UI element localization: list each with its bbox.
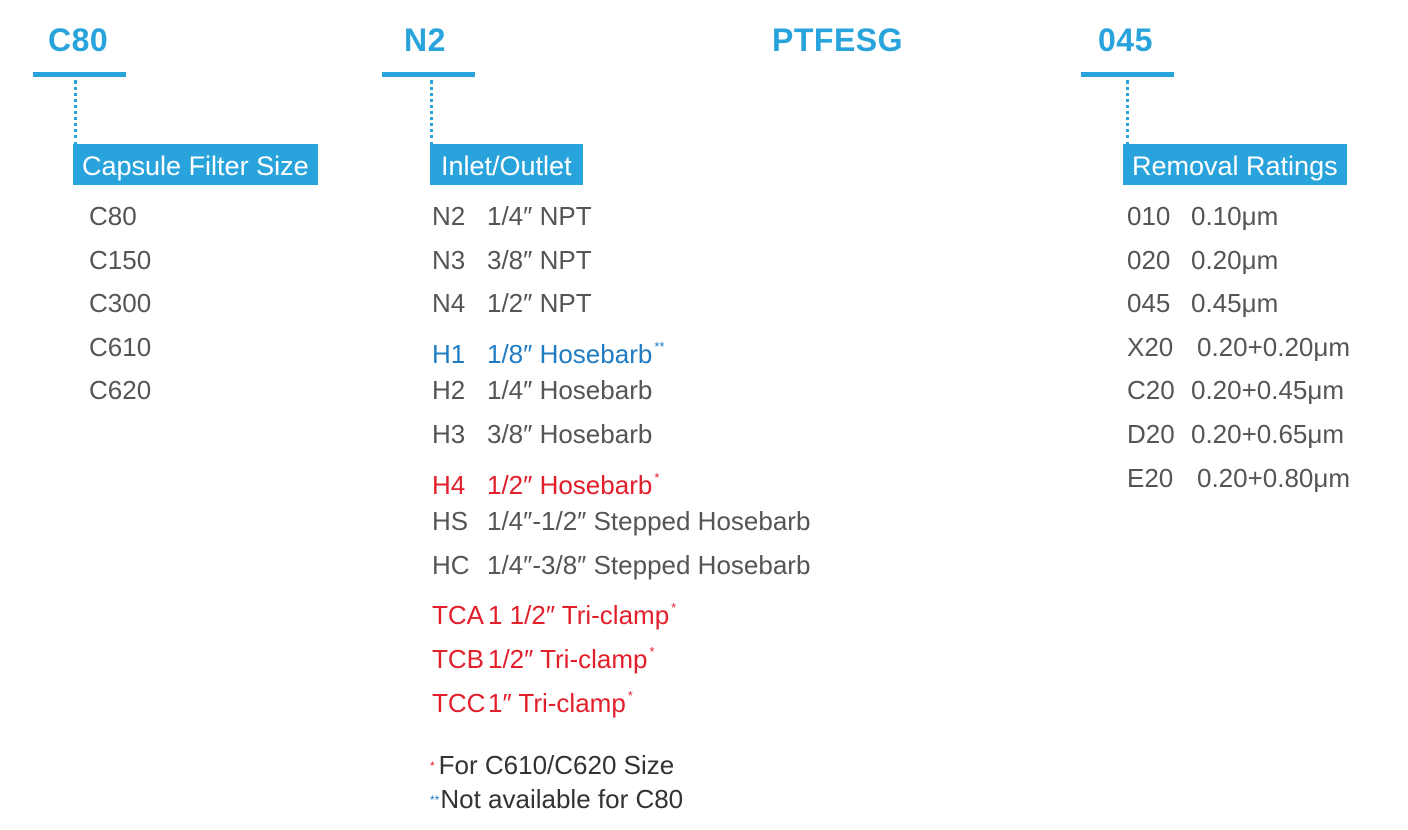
connection-item: HS 1/4″-1/2″ Stepped Hosebarb <box>432 501 810 545</box>
connection-code: H2 <box>432 375 466 406</box>
connection-desc: 1/4″-3/8″ Stepped Hosebarb <box>487 549 811 580</box>
underline-inlet <box>382 72 475 77</box>
connection-desc: 1/4″ NPT <box>487 201 592 231</box>
connection-item: H4 1/2″ Hosebarb * <box>432 458 810 502</box>
connection-desc: 1 1/2″ Tri-clamp <box>488 600 670 631</box>
connection-item: H2 1/4″ Hosebarb <box>432 370 810 414</box>
connection-code: N3 <box>432 244 466 275</box>
connection-item: TCB 1/2″ Tri-clamp * <box>432 632 810 676</box>
connection-code: N2 <box>432 201 466 231</box>
connection-desc: 1/4″-1/2″ Stepped Hosebarb <box>487 506 811 537</box>
connection-code: TCA <box>432 600 484 631</box>
size-item: C80 <box>89 201 137 231</box>
rating-value: 0.20+0.80μm <box>1197 462 1351 493</box>
rating-value: 0.10μm <box>1191 201 1279 231</box>
connection-code: TCB <box>432 643 484 674</box>
underline-rating <box>1081 72 1174 77</box>
size-list: C80 C150 C300 C610 C620 <box>89 196 151 414</box>
footnote-mark: ** <box>430 793 440 807</box>
rating-value: 0.45μm <box>1191 288 1279 319</box>
rating-value: 0.20+0.20μm <box>1197 331 1351 362</box>
connection-desc: 1/2″ NPT <box>487 288 592 319</box>
connector-rating <box>1126 80 1129 146</box>
connection-item: H1 1/8″ Hosebarb ** <box>432 327 810 371</box>
connection-code: H1 <box>432 338 466 369</box>
rating-code: D20 <box>1127 418 1175 449</box>
connection-item: N2 1/4″ NPT <box>432 196 810 240</box>
connector-size <box>74 80 77 146</box>
connection-code: HC <box>432 549 470 580</box>
connection-mark: * <box>654 469 660 485</box>
connection-desc: 1/4″ Hosebarb <box>487 375 653 406</box>
rating-item: C20 0.20+0.45μm <box>1127 370 1350 414</box>
footnote-single-star: * For C610/C620 Size <box>430 748 683 782</box>
connection-mark: ** <box>654 338 665 354</box>
connection-desc: 1/2″ Tri-clamp <box>488 643 648 674</box>
underline-size <box>33 72 126 77</box>
connection-item: H3 3/8″ Hosebarb <box>432 414 810 458</box>
rating-code: C20 <box>1127 375 1175 406</box>
connection-code: TCC <box>432 687 486 718</box>
tag-removal-ratings: Removal Ratings <box>1123 144 1347 185</box>
rating-list: 010 0.10μm 020 0.20μm 045 0.45μm X20 0.20+0.20μ… <box>1127 196 1350 501</box>
connection-mark: * <box>627 687 633 703</box>
code-inlet: N2 <box>404 22 446 58</box>
connection-item: HC 1/4″-3/8″ Stepped Hosebarb <box>432 545 810 589</box>
connection-mark: * <box>649 643 655 659</box>
code-rating: 045 <box>1098 22 1153 58</box>
size-item: C620 <box>89 375 152 406</box>
connector-inlet <box>430 80 433 146</box>
rating-value: 0.20μm <box>1191 244 1279 275</box>
footnote-mark: * <box>430 759 435 773</box>
connection-mark: * <box>671 600 677 616</box>
tag-capsule-filter-size: Capsule Filter Size <box>73 144 318 185</box>
rating-item: E20 0.20+0.80μm <box>1127 458 1350 502</box>
footnote-text: Not available for C80 <box>440 784 684 814</box>
code-size: C80 <box>48 22 109 58</box>
rating-value: 0.20+0.45μm <box>1191 375 1345 406</box>
rating-code: 010 <box>1127 201 1171 231</box>
code-membrane: PTFESG <box>772 22 904 58</box>
rating-item: D20 0.20+0.65μm <box>1127 414 1350 458</box>
connection-desc: 3/8″ NPT <box>487 244 592 275</box>
size-item: C150 <box>89 244 152 275</box>
rating-code: X20 <box>1127 331 1174 362</box>
connection-code: HS <box>432 506 469 537</box>
connection-desc: 1/8″ Hosebarb <box>487 338 653 369</box>
rating-item: 020 0.20μm <box>1127 240 1350 284</box>
rating-item: 010 0.10μm <box>1127 196 1350 240</box>
connection-code: H3 <box>432 418 466 449</box>
size-item: C300 <box>89 288 152 319</box>
connection-desc: 1″ Tri-clamp <box>488 687 626 718</box>
footnotes: * For C610/C620 Size **Not available for … <box>430 748 683 816</box>
rating-item: 045 0.45μm <box>1127 283 1350 327</box>
connection-code: N4 <box>432 288 466 319</box>
connection-item: TCA 1 1/2″ Tri-clamp * <box>432 588 810 632</box>
connection-item: N4 1/2″ NPT <box>432 283 810 327</box>
rating-code: 020 <box>1127 244 1171 275</box>
connection-desc: 3/8″ Hosebarb <box>487 418 653 449</box>
connection-item: TCC1″ Tri-clamp * <box>432 676 810 720</box>
size-item: C610 <box>89 331 152 362</box>
rating-item: X20 0.20+0.20μm <box>1127 327 1350 371</box>
footnote-double-star: **Not available for C80 <box>430 782 683 816</box>
footnote-text: For C610/C620 Size <box>438 750 675 780</box>
rating-code: E20 <box>1127 462 1174 493</box>
rating-code: 045 <box>1127 288 1171 319</box>
tag-inlet-outlet: Inlet/Outlet <box>430 144 583 185</box>
connection-code: H4 <box>432 469 466 500</box>
connection-desc: 1/2″ Hosebarb <box>487 469 653 500</box>
rating-value: 0.20+0.65μm <box>1191 418 1345 449</box>
connection-list: N2 1/4″ NPT N3 3/8″ NPT N4 1/2″ NPT H1 1/8″ Hos… <box>432 196 810 719</box>
connection-item: N3 3/8″ NPT <box>432 240 810 284</box>
